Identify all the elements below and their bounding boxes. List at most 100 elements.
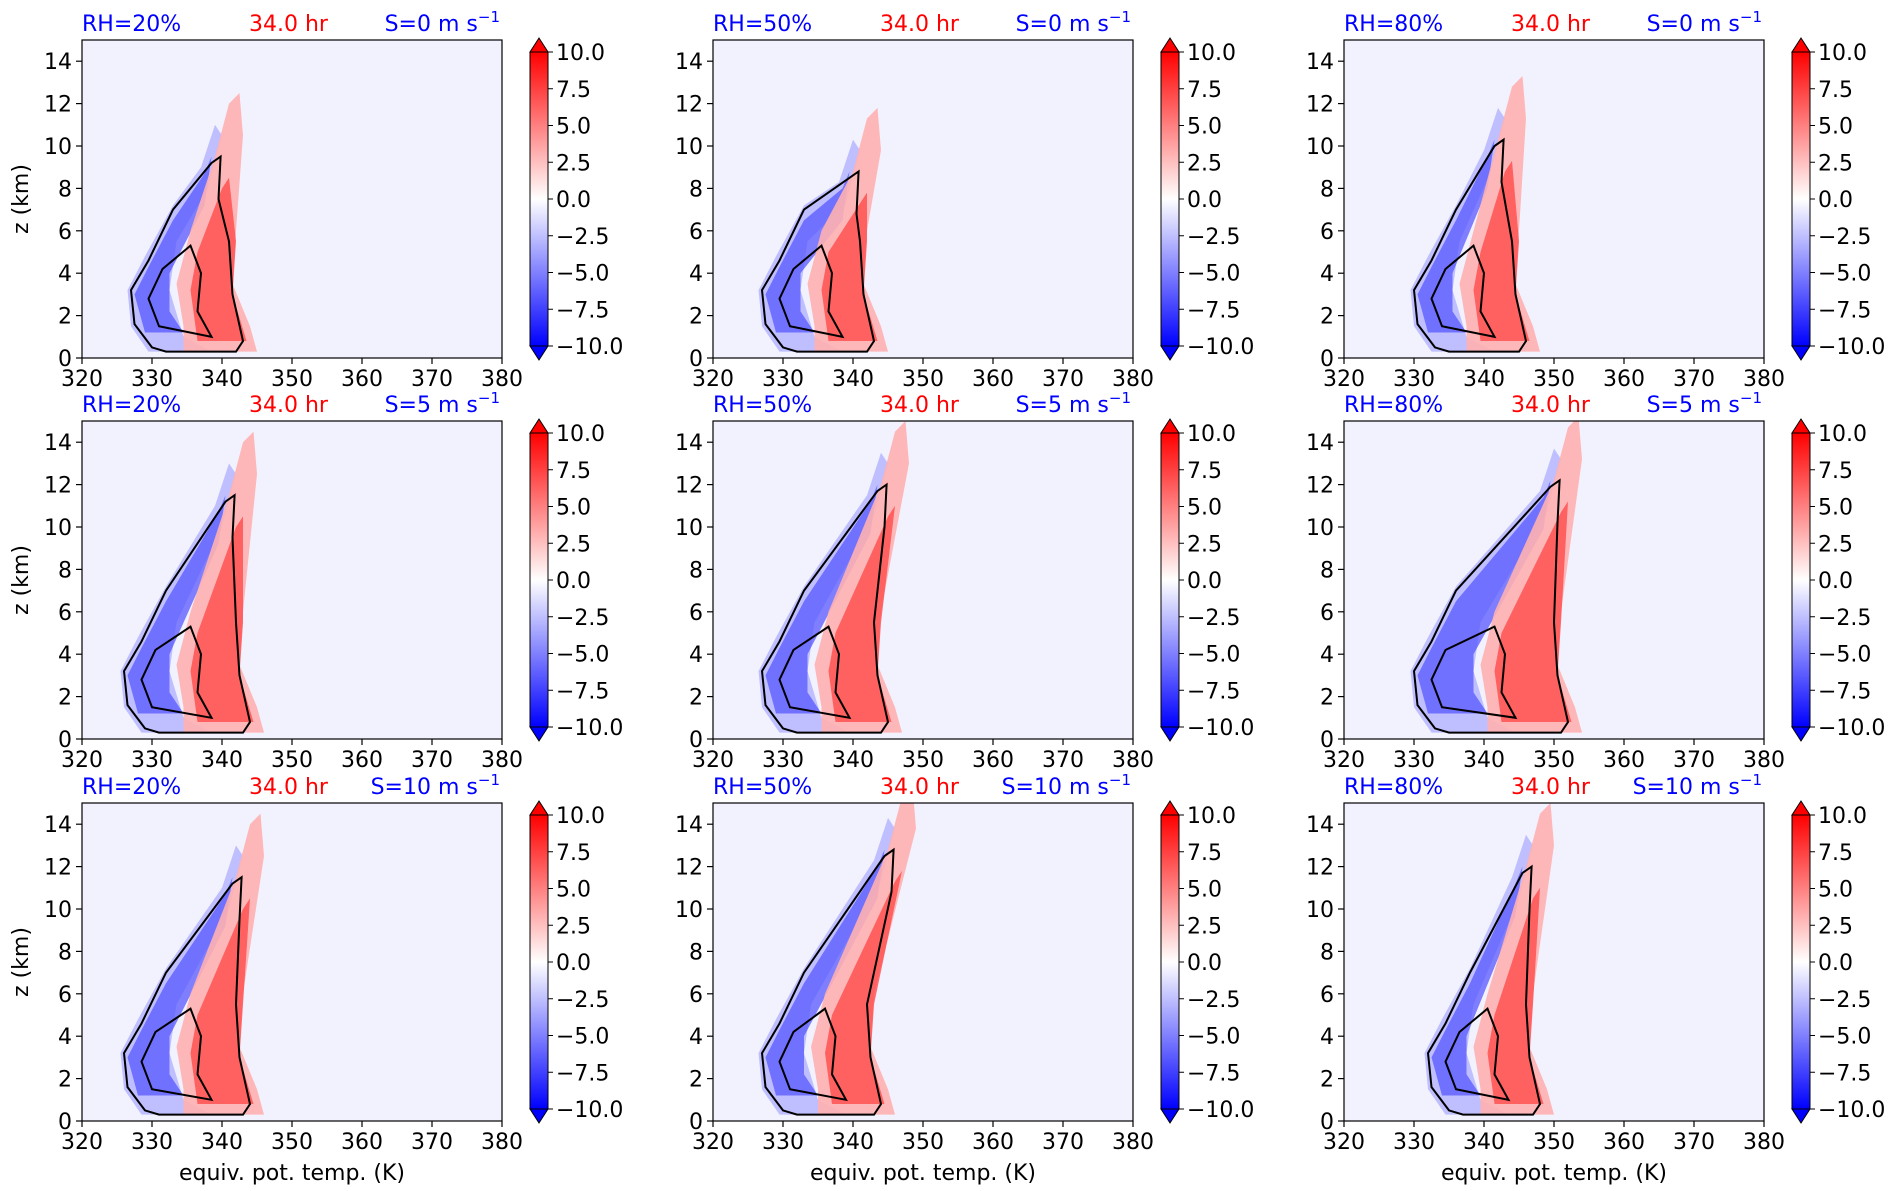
colorbar-tick-label: −2.5 — [1818, 606, 1871, 631]
colorbar-extend-max — [529, 37, 549, 53]
contour-field — [758, 107, 888, 353]
colorbar-tick-label: 0.0 — [556, 569, 591, 594]
colorbar-body — [1160, 51, 1180, 347]
colorbar-tick-label: −5.0 — [1818, 643, 1871, 668]
y-tick-label: 14 — [44, 431, 72, 456]
colorbar-tick-label: 2.5 — [1818, 914, 1853, 939]
rh-label: RH=20% — [82, 12, 181, 37]
x-tick-label: 380 — [1743, 748, 1785, 773]
shear-label: S=0 m s−1 — [1647, 8, 1762, 37]
x-tick-label: 350 — [1533, 1130, 1575, 1155]
y-axis-label: z (km) — [9, 927, 34, 997]
colorbar-tick-label: −2.5 — [556, 225, 609, 250]
y-tick-label: 14 — [44, 50, 72, 75]
y-tick-label: 4 — [58, 1025, 72, 1050]
shear-label: S=10 m s−1 — [371, 771, 500, 800]
colorbar-extend-min — [1160, 1108, 1180, 1124]
inner-contour — [147, 243, 214, 339]
shear-label: S=10 m s−1 — [1002, 771, 1131, 800]
colorbar-tick-label: 2.5 — [1818, 532, 1853, 557]
colorbar-tick-label: −10.0 — [1818, 716, 1885, 741]
colorbar-tick-label: −5.0 — [1818, 1025, 1871, 1050]
colorbar-body — [1791, 432, 1811, 728]
negative-core — [1417, 139, 1495, 333]
shear-label: S=5 m s−1 — [385, 389, 500, 418]
x-tick-label: 340 — [1463, 748, 1505, 773]
colorbar-tick-label: 10.0 — [1187, 422, 1236, 447]
panel-grid: 320 330 340 350 360 370 380 0 2 4 6 8 10 12 14 z (km) RH… — [9, 8, 1885, 1186]
x-tick-label: 350 — [902, 1130, 944, 1155]
x-tick-label: 370 — [411, 1130, 453, 1155]
negative-core — [765, 849, 885, 1096]
contour-field — [758, 421, 909, 734]
colorbar-tick-label: −7.5 — [1818, 679, 1871, 704]
inner-contour — [1430, 625, 1518, 720]
x-tick-label: 330 — [131, 367, 173, 392]
shear-label: S=5 m s−1 — [1016, 389, 1131, 418]
colorbar-tick-label: 7.5 — [556, 841, 591, 866]
y-tick-label: 12 — [675, 474, 703, 499]
colorbar-body — [1160, 432, 1180, 728]
colorbar-tick-label: 2.5 — [556, 532, 591, 557]
colorbar: 10.0 7.5 5.0 2.5 0.0 −2.5 −5.0 −7.5 −10.0 — [529, 37, 623, 361]
y-tick-label: 6 — [58, 220, 72, 245]
inner-contour — [1444, 1006, 1511, 1102]
colorbar-tick-label: −2.5 — [556, 988, 609, 1013]
y-tick-label: 6 — [1320, 983, 1334, 1008]
time-label: 34.0 hr — [249, 12, 329, 37]
x-tick-label: 340 — [201, 1130, 243, 1155]
colorbar-tick-label: 5.0 — [556, 496, 591, 521]
x-tick-label: 350 — [271, 1130, 313, 1155]
x-tick-label: 370 — [1042, 1130, 1084, 1155]
time-label: 34.0 hr — [249, 775, 329, 800]
outer-contour — [760, 169, 876, 353]
x-tick-label: 370 — [1673, 748, 1715, 773]
y-tick-label: 10 — [44, 898, 72, 923]
colorbar-extend-max — [1160, 418, 1180, 434]
x-tick-label: 340 — [832, 748, 874, 773]
y-tick-label: 14 — [1306, 50, 1334, 75]
time-label: 34.0 hr — [1511, 393, 1591, 418]
panel-7: 320 330 340 350 360 370 380 0 2 4 6 8 10 12 14 z (km) eq… — [9, 771, 623, 1186]
x-tick-label: 360 — [972, 748, 1014, 773]
colorbar-tick-label: −10.0 — [1187, 716, 1254, 741]
colorbar-tick-label: 7.5 — [1818, 459, 1853, 484]
panel-4: 320 330 340 350 360 370 380 0 2 4 6 8 10 12 14 z (km) RH… — [9, 389, 623, 773]
y-tick-label: 6 — [58, 983, 72, 1008]
colorbar-body — [529, 432, 549, 728]
x-tick-label: 370 — [1042, 748, 1084, 773]
y-axis-label: z (km) — [9, 164, 34, 234]
time-label: 34.0 hr — [249, 393, 329, 418]
colorbar-tick-label: 2.5 — [1187, 914, 1222, 939]
x-tick-label: 380 — [1112, 1130, 1154, 1155]
y-tick-label: 4 — [1320, 262, 1334, 287]
rh-label: RH=80% — [1344, 12, 1443, 37]
colorbar-tick-label: 10.0 — [556, 804, 605, 829]
colorbar-tick-label: 7.5 — [1818, 78, 1853, 103]
y-axis-label: z (km) — [9, 545, 34, 615]
colorbar: 10.0 7.5 5.0 2.5 0.0 −2.5 −5.0 −7.5 −10.0 — [1791, 800, 1885, 1124]
colorbar-extend-max — [529, 800, 549, 816]
colorbar-tick-label: 0.0 — [556, 188, 591, 213]
rh-label: RH=80% — [1344, 393, 1443, 418]
y-tick-label: 0 — [58, 347, 72, 372]
panel-9: 320 330 340 350 360 370 380 0 2 4 6 8 10 12 14 equiv. p… — [1306, 771, 1885, 1186]
y-tick-label: 14 — [675, 431, 703, 456]
x-axis-label: equiv. pot. temp. (K) — [179, 1161, 405, 1186]
colorbar-tick-label: 0.0 — [1187, 951, 1222, 976]
x-tick-label: 350 — [1533, 748, 1575, 773]
colorbar-tick-label: 2.5 — [556, 914, 591, 939]
colorbar-tick-label: −10.0 — [556, 716, 623, 741]
colorbar-tick-label: −5.0 — [556, 643, 609, 668]
x-tick-label: 330 — [1393, 748, 1435, 773]
x-tick-label: 330 — [131, 748, 173, 773]
y-tick-label: 4 — [689, 1025, 703, 1050]
y-tick-label: 2 — [58, 305, 72, 330]
y-tick-label: 2 — [689, 686, 703, 711]
colorbar-tick-label: 2.5 — [1187, 532, 1222, 557]
positive-core — [190, 516, 254, 723]
colorbar-tick-label: −10.0 — [1187, 335, 1254, 360]
x-tick-label: 320 — [61, 1130, 103, 1155]
x-tick-label: 380 — [1112, 748, 1154, 773]
x-axis-label: equiv. pot. temp. (K) — [810, 1161, 1036, 1186]
